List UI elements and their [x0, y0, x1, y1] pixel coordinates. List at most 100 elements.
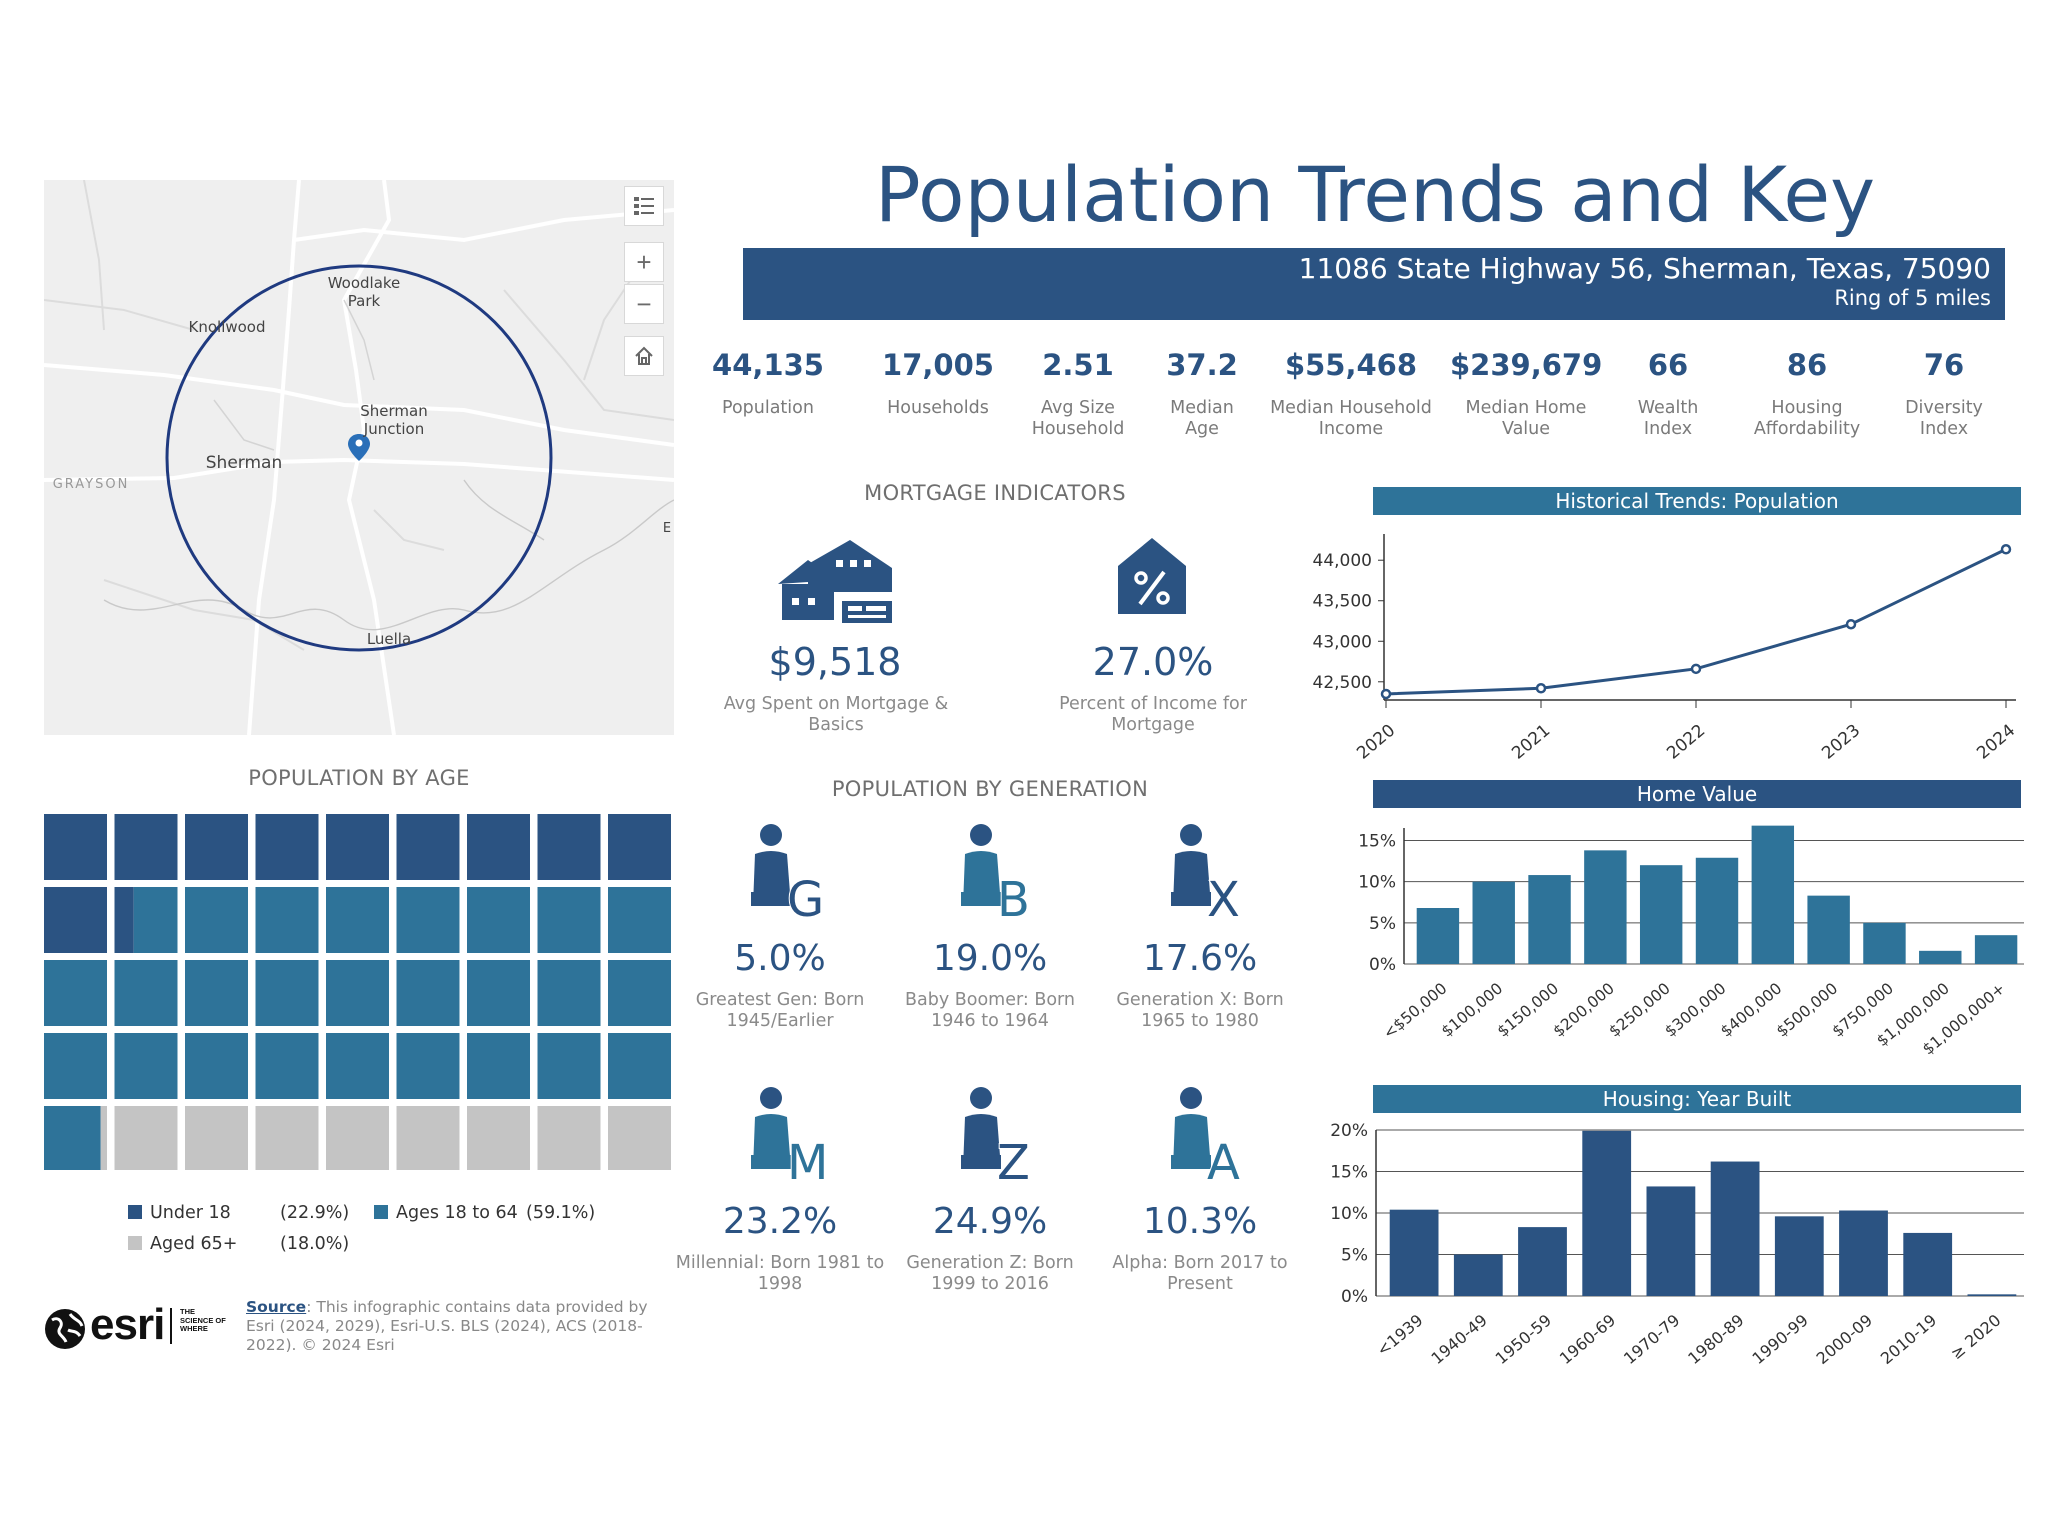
bar — [1919, 950, 1962, 964]
bar — [1582, 1130, 1632, 1296]
x-tick-label: $500,000 — [1773, 979, 1841, 1040]
waffle-cell — [467, 960, 530, 1026]
bar — [1863, 922, 1906, 964]
year-built-header: Housing: Year Built — [1373, 1085, 2021, 1113]
bar — [1807, 895, 1850, 964]
kpi-households: 17,005 Households — [868, 348, 1008, 419]
esri-globe-icon — [45, 1309, 85, 1349]
waffle-cell — [100, 1106, 107, 1170]
source-link[interactable]: Source — [246, 1298, 307, 1316]
bar — [1751, 825, 1795, 964]
kpi-label: Housing Affordability — [1753, 398, 1861, 439]
legend-swatch — [128, 1236, 142, 1250]
x-tick-label: $200,000 — [1550, 979, 1618, 1040]
legend-swatch — [128, 1205, 142, 1219]
waffle-cell — [44, 960, 107, 1026]
legend-65plus-pct: (18.0%) — [280, 1234, 350, 1254]
age-waffle-chart — [44, 814, 671, 1170]
waffle-cell — [185, 814, 248, 880]
x-tick-label: 1980-89 — [1684, 1311, 1747, 1369]
x-tick-label: <$50,000 — [1380, 979, 1451, 1042]
zoom-in-button[interactable]: + — [624, 242, 664, 282]
map-label-woodlake: Woodlake Park — [327, 274, 401, 310]
waffle-cell — [255, 1106, 319, 1170]
kpi-value: 44,135 — [712, 348, 824, 382]
waffle-cell — [185, 960, 248, 1026]
waffle-cell — [537, 1033, 601, 1099]
source-note: Source: This infographic contains data p… — [246, 1298, 676, 1355]
kpi-value: 86 — [1786, 348, 1828, 382]
generation-label: Millennial: Born 1981 to 1998 — [675, 1253, 885, 1294]
location-map[interactable]: Woodlake Park Knollwood Sherman Junction… — [44, 180, 674, 735]
generation-heading: POPULATION BY GENERATION — [831, 777, 1149, 801]
population-trend-header: Historical Trends: Population — [1373, 487, 2021, 515]
bar — [1389, 1209, 1439, 1296]
x-tick-label: 1960-69 — [1556, 1311, 1619, 1369]
legend-swatch — [374, 1205, 388, 1219]
kpi-value: $55,468 — [1284, 348, 1418, 382]
year-built-chart: 0%5%10%15%20%<1939 1940-49 1950-59 1960-69 1… — [1330, 1121, 2024, 1369]
kpi-housing-affordability: 86 Housing Affordability — [1746, 348, 1868, 440]
legend-label: Under 18 — [150, 1203, 231, 1223]
map-label-e: E — [662, 521, 672, 536]
kpi-diversity-index: 76 Diversity Index — [1890, 348, 1998, 440]
home-value-header: Home Value — [1373, 780, 2021, 808]
age-heading: POPULATION BY AGE — [248, 766, 470, 790]
legend-65plus: Aged 65+ — [128, 1234, 237, 1254]
x-tick-label: <1939 — [1373, 1311, 1427, 1360]
legend-button[interactable] — [624, 186, 664, 226]
y-tick-label: 43,500 — [1313, 592, 1372, 612]
x-tick-label: $300,000 — [1661, 979, 1729, 1040]
waffle-cell — [467, 1033, 530, 1099]
waffle-cell — [114, 960, 178, 1026]
waffle-cell — [114, 887, 134, 953]
waffle-cell — [326, 1106, 389, 1170]
waffle-cell — [44, 1033, 107, 1099]
waffle-cell — [537, 814, 601, 880]
mortgage-avg-spent-label: Avg Spent on Mortgage & Basics — [723, 694, 949, 735]
map-label-grayson: GRAYSON — [52, 477, 130, 492]
esri-logo: esri — [90, 1300, 165, 1349]
kpi-value: 66 — [1647, 348, 1689, 382]
population-point — [2000, 544, 2012, 555]
y-tick-label: 10% — [1330, 1204, 1368, 1224]
generation-b-icon: B — [961, 824, 1031, 920]
x-tick-label: 2000-09 — [1813, 1311, 1876, 1369]
generation-value: 24.9% — [932, 1201, 1048, 1242]
bar — [1695, 857, 1739, 964]
zoom-out-button[interactable]: − — [624, 284, 664, 324]
y-tick-label: 10% — [1358, 873, 1396, 893]
waffle-cell — [608, 1106, 671, 1170]
home-button[interactable] — [624, 336, 664, 376]
waffle-cell — [608, 1033, 671, 1099]
houses-icon — [778, 540, 894, 624]
x-tick-label: 2020 — [1353, 721, 1399, 764]
kpi-label: Median Household Income — [1270, 398, 1432, 439]
x-tick-label: 2022 — [1663, 721, 1709, 764]
kpi-label: Diversity Index — [1905, 398, 1983, 439]
generation-label: Alpha: Born 2017 to Present — [1112, 1253, 1288, 1294]
kpi-avg-household-size: 2.51 Avg Size Household — [1022, 348, 1134, 440]
waffle-cell — [255, 960, 319, 1026]
mortgage-heading: MORTGAGE INDICATORS — [864, 481, 1126, 505]
map-label-luella: Luella — [366, 630, 412, 648]
kpi-value: 37.2 — [1166, 348, 1238, 382]
bar — [1528, 875, 1571, 964]
waffle-cell — [608, 814, 671, 880]
source-text: : This infographic contains data provide… — [246, 1298, 648, 1354]
map-canvas[interactable] — [44, 180, 674, 735]
waffle-cell — [114, 1033, 178, 1099]
generation-value: 23.2% — [722, 1201, 838, 1242]
ring-text: Ring of 5 miles — [1834, 286, 1991, 310]
x-tick-label: $150,000 — [1494, 979, 1562, 1040]
kpi-wealth-index: 66 Wealth Index — [1612, 348, 1724, 440]
x-tick-label: $100,000 — [1438, 979, 1506, 1040]
y-tick-label: 0% — [1369, 955, 1396, 975]
legend-label: Ages 18 to 64 — [396, 1203, 518, 1223]
bar — [1472, 881, 1515, 964]
waffle-cell — [114, 1106, 178, 1170]
location-pin-icon — [348, 434, 370, 461]
bar — [1967, 1294, 2017, 1296]
zoom-in-icon: + — [636, 246, 652, 277]
waffle-cell — [114, 814, 178, 880]
